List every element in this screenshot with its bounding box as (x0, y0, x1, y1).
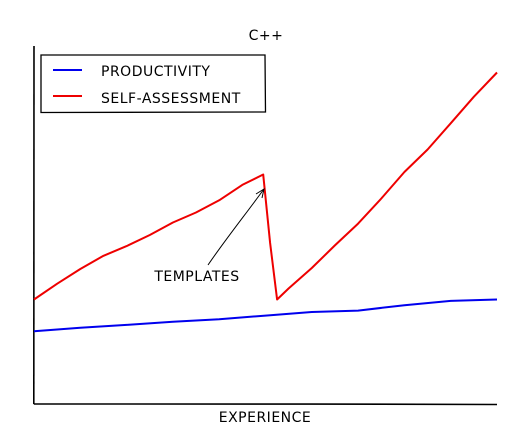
x-axis (33, 403, 498, 406)
legend: PRODUCTIVITY SELF-ASSESSMENT (40, 54, 267, 114)
legend-label-self-assessment: SELF-ASSESSMENT (101, 91, 241, 107)
annotation-arrow (207, 188, 265, 266)
annotation-arrowhead (255, 187, 265, 199)
series-line-self-assessment (33, 71, 498, 301)
annotation-label: TEMPLATES (153, 269, 239, 285)
chart-title: C++ (249, 28, 284, 44)
legend-label-productivity: PRODUCTIVITY (101, 64, 210, 80)
legend-box (40, 54, 267, 114)
series-line-productivity (33, 298, 498, 333)
x-axis-label: EXPERIENCE (219, 410, 312, 426)
series-layer (33, 71, 498, 333)
